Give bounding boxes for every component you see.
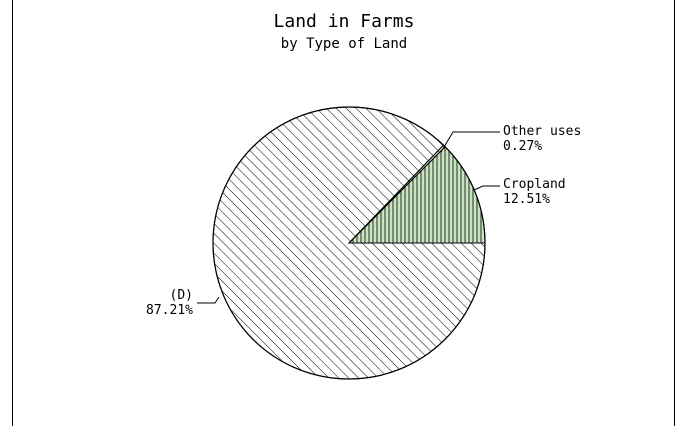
leader-line-other-uses: [440, 131, 500, 153]
pie-outline: [212, 106, 486, 380]
value-d: 87.21%: [146, 303, 193, 318]
leader-line-cropland: [473, 185, 500, 191]
label-other-uses: Other uses: [503, 124, 581, 139]
label-cropland: Cropland: [503, 177, 566, 192]
pie-slices: [212, 106, 486, 380]
label-d: (D): [170, 288, 193, 303]
value-other-uses: 0.27%: [503, 139, 542, 154]
value-cropland: 12.51%: [503, 192, 550, 207]
leader-line-d: [197, 296, 220, 304]
chart-subtitle: by Type of Land: [281, 36, 407, 52]
chart-title: Land in Farms: [274, 11, 415, 32]
